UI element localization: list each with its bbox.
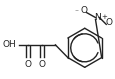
Text: O: O <box>105 18 112 27</box>
Text: OH: OH <box>3 40 16 49</box>
Text: +: + <box>101 14 106 20</box>
Text: O: O <box>80 6 86 15</box>
Text: N: N <box>93 13 100 22</box>
Text: ⁻: ⁻ <box>74 8 78 17</box>
Text: O: O <box>38 59 45 68</box>
Text: O: O <box>24 59 31 68</box>
